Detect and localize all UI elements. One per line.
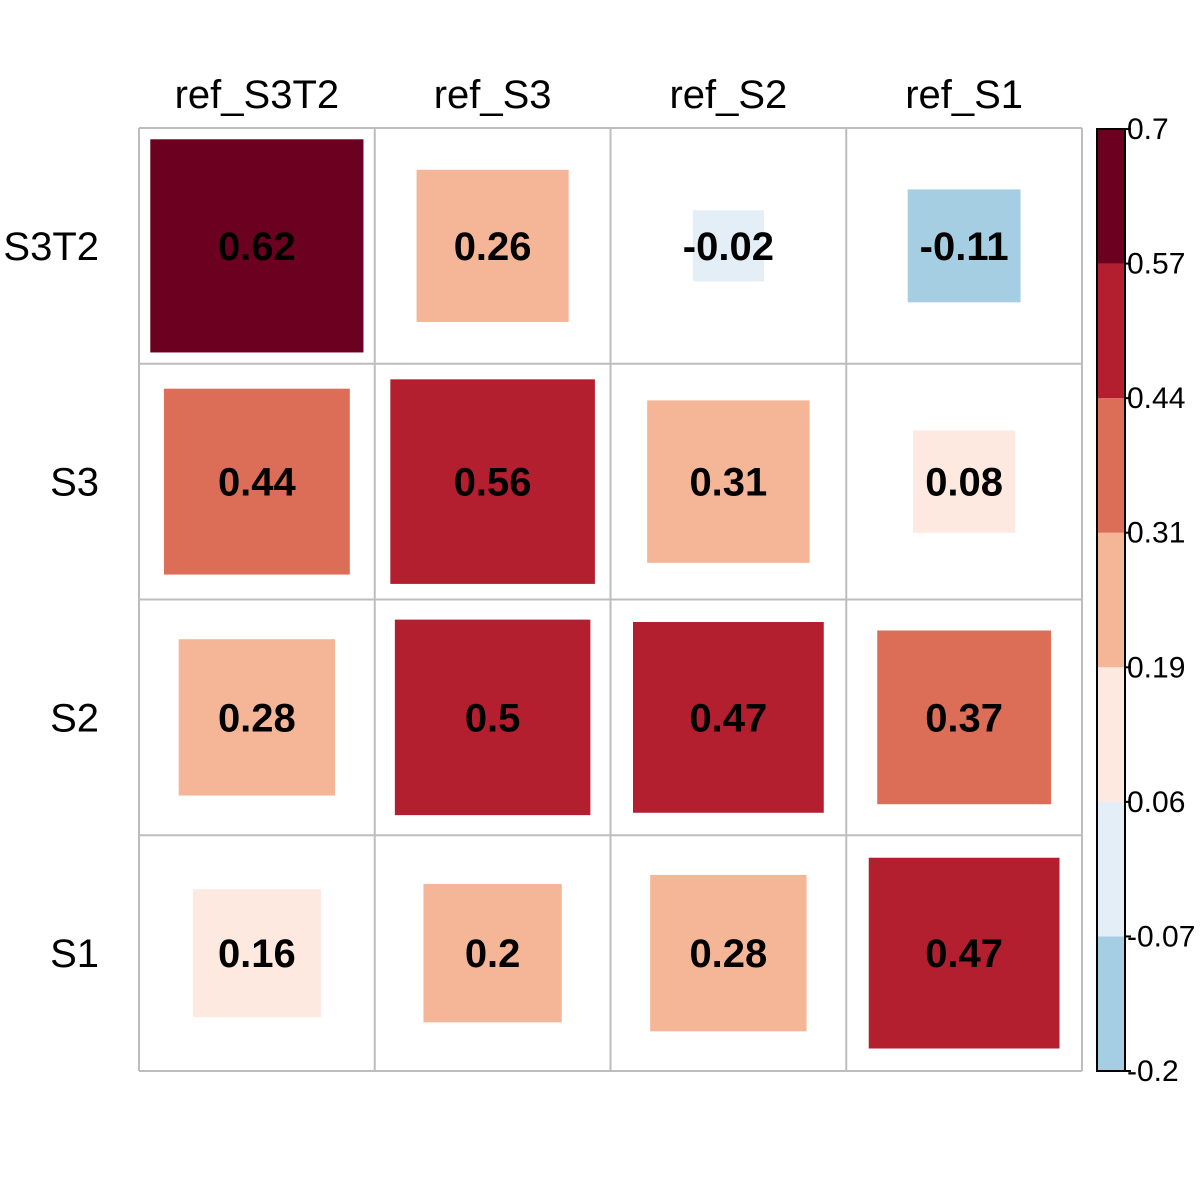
colorbar-segment	[1097, 936, 1125, 1071]
cell-value-label: 0.16	[218, 932, 296, 976]
cell-square	[192, 889, 321, 1018]
cell-value-label: 0.2	[465, 932, 521, 976]
colorbar-segment	[1097, 532, 1125, 668]
label-layer: 0.62 0.26 -0.02 -0.11 0.44 0.56 0.31 0.08 0.28 0.…	[3, 73, 1023, 976]
cell-square	[647, 400, 810, 563]
colorbar-tick-label: 0.31	[1127, 517, 1185, 550]
grid-layer	[138, 127, 1083, 1072]
cell-value-label: 0.62	[218, 225, 296, 269]
cell-square	[632, 621, 824, 813]
column-label: ref_S1	[905, 73, 1023, 117]
colorbar-segment	[1097, 801, 1125, 937]
cell-value-label: 0.5	[465, 696, 521, 740]
cell-square	[416, 169, 569, 322]
colorbar-segment	[1097, 398, 1125, 533]
cell-square	[178, 639, 336, 796]
row-label: S1	[50, 932, 99, 976]
cell-value-label: -0.02	[683, 225, 774, 269]
cell-square	[913, 430, 1016, 533]
cell-square	[423, 883, 562, 1023]
column-label: ref_S3	[434, 73, 552, 117]
colorbar-tick-label: -0.2	[1127, 1055, 1179, 1088]
cell-square	[150, 139, 364, 353]
cell-square	[390, 379, 595, 584]
cell-value-label: 0.31	[689, 461, 767, 505]
column-label: ref_S3T2	[175, 73, 340, 117]
colorbar-segment	[1097, 129, 1125, 264]
row-label: S3	[50, 461, 99, 505]
cell-value-label: 0.44	[218, 461, 297, 505]
cell-square	[650, 874, 807, 1032]
cell-value-label: 0.47	[925, 932, 1003, 976]
row-label: S3T2	[3, 225, 99, 269]
cell-value-label: -0.11	[920, 225, 1009, 269]
cell-square	[907, 189, 1021, 303]
colorbar-tick-label: 0.19	[1127, 651, 1185, 684]
row-label: S2	[50, 696, 99, 740]
column-label: ref_S2	[669, 73, 787, 117]
colorbar-segment	[1097, 263, 1125, 399]
colorbar-tick-label: 0.7	[1127, 113, 1169, 146]
cell-value-label: 0.08	[925, 461, 1003, 505]
cell-square	[692, 210, 764, 282]
colorbar-tick-label: 0.06	[1127, 786, 1185, 819]
colorbar-tick-label: -0.07	[1127, 920, 1195, 953]
colorbar: 0.7 0.57 0.44 0.31 0.19 0.06 -0.07 -0.2	[1096, 113, 1195, 1088]
cell-value-label: 0.26	[454, 225, 532, 269]
colorbar-tick-label: 0.44	[1127, 382, 1185, 415]
cell-layer	[150, 139, 1060, 1049]
cell-value-label: 0.28	[689, 932, 767, 976]
cell-value-label: 0.37	[925, 696, 1003, 740]
colorbar-tick-label: 0.57	[1127, 248, 1185, 281]
cell-value-label: 0.56	[454, 461, 532, 505]
colorbar-segment	[1097, 667, 1125, 802]
colorbar-frame	[1096, 128, 1126, 1072]
cell-value-label: 0.47	[689, 696, 767, 740]
cell-square	[163, 388, 350, 575]
cell-square	[868, 857, 1060, 1049]
cell-square	[394, 619, 591, 816]
cell-square	[877, 630, 1052, 805]
cell-value-label: 0.28	[218, 696, 296, 740]
